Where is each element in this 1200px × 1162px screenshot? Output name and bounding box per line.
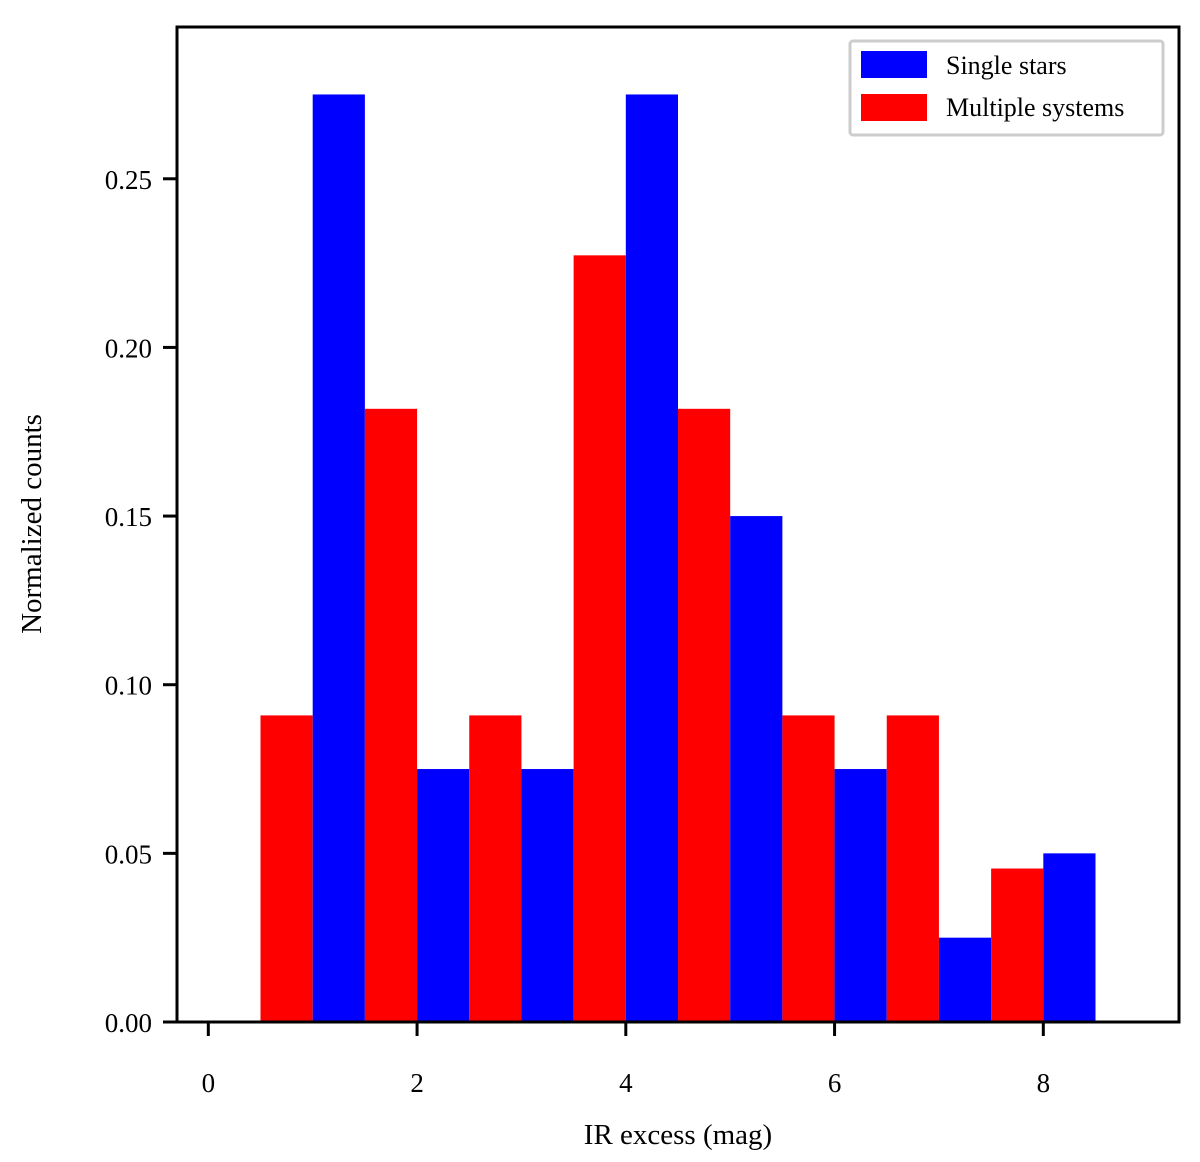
bar-single-5 [730,516,783,1022]
x-axis-label: IR excess (mag) [584,1119,772,1151]
x-tick-label: 0 [202,1068,216,1098]
x-tick-label: 8 [1037,1068,1051,1098]
y-tick-label: 0.10 [105,671,152,701]
bar-multiple-2 [469,715,522,1022]
bar-single-1 [312,94,365,1022]
x-axis-ticks: 0 2 4 6 8 [202,1022,1051,1098]
y-tick-label: 0.20 [105,333,152,363]
legend-swatch-multiple-systems [861,94,927,121]
bar-multiple-6 [886,715,939,1022]
bar-multiple-0 [260,715,313,1022]
legend-swatch-single-stars [861,51,927,78]
bar-single-3 [521,769,574,1022]
bar-multiple-1 [364,408,418,1022]
bars [260,94,1096,1023]
x-tick-label: 6 [828,1068,842,1098]
y-tick-label: 0.25 [105,165,152,195]
bar-multiple-3 [573,255,626,1023]
legend: Single stars Multiple systems [848,39,1165,137]
plot-frame [175,25,1181,1024]
y-axis-ticks: 0.00 0.05 0.10 0.15 0.20 0.25 [105,165,177,1038]
bar-single-6 [834,769,887,1022]
bar-single-4 [625,94,678,1022]
legend-label-single-stars: Single stars [946,51,1067,80]
y-tick-label: 0.05 [105,839,152,869]
y-axis-label: Normalized counts [16,414,48,634]
bar-multiple-4 [678,408,731,1022]
y-tick-label: 0.15 [105,502,152,532]
bar-single-8 [1043,853,1096,1022]
legend-frame [848,39,1165,137]
legend-label-multiple-systems: Multiple systems [946,93,1124,122]
x-tick-label: 4 [619,1068,633,1098]
bar-multiple-5 [782,715,835,1022]
x-tick-label: 2 [410,1068,424,1098]
bar-single-2 [417,769,470,1022]
y-tick-label: 0.00 [105,1008,152,1038]
bar-single-7 [938,937,992,1022]
bar-multiple-7 [991,868,1044,1022]
